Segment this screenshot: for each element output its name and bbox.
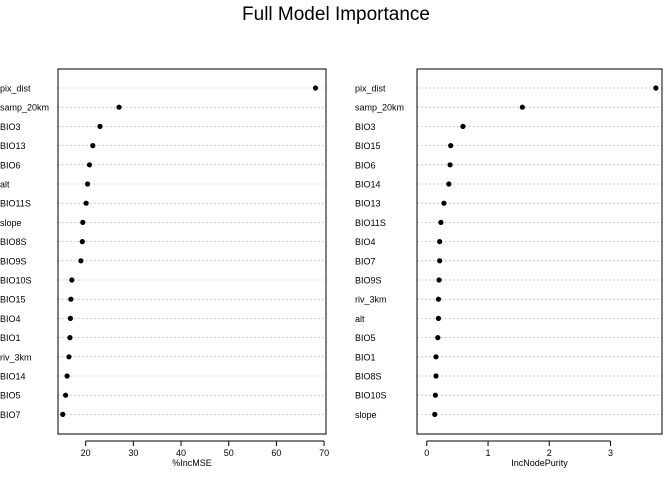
category-label: slope (355, 410, 377, 420)
category-label: BIO7 (0, 410, 21, 420)
data-point (519, 104, 525, 110)
category-label: BIO11S (0, 199, 31, 209)
x-axis-label: IncNodePurity (511, 458, 568, 468)
data-point (433, 354, 439, 360)
x-tick-label: 30 (128, 448, 138, 458)
category-label: BIO3 (355, 122, 376, 132)
category-label: BIO9S (355, 276, 382, 286)
data-point (67, 315, 73, 321)
x-tick-label: 60 (271, 448, 281, 458)
category-label: BIO15 (355, 141, 381, 151)
category-label: BIO6 (355, 160, 376, 170)
category-label: pix_dist (355, 84, 386, 94)
category-label: BIO14 (355, 180, 381, 190)
data-point (437, 239, 443, 245)
data-point (447, 162, 453, 168)
data-point (433, 373, 439, 379)
data-point (438, 219, 444, 225)
data-point (69, 277, 75, 283)
category-label: samp_20km (355, 103, 404, 113)
data-point (437, 258, 443, 264)
category-label: BIO4 (355, 237, 376, 247)
category-label: BIO6 (0, 160, 21, 170)
data-point (116, 104, 122, 110)
category-label: BIO8S (0, 237, 27, 247)
plot-frame (416, 68, 663, 435)
x-tick-label: 50 (224, 448, 234, 458)
category-label: BIO13 (0, 141, 26, 151)
category-label: BIO4 (0, 314, 21, 324)
category-label: riv_3km (0, 352, 32, 362)
data-point (84, 181, 91, 187)
data-point (79, 239, 85, 245)
data-point (83, 200, 89, 206)
category-label: BIO10S (355, 391, 387, 401)
plot-frame (57, 68, 327, 435)
category-label: samp_20km (0, 103, 49, 113)
x-tick-label: 1 (486, 448, 491, 458)
data-point (441, 200, 447, 206)
category-label: BIO7 (355, 256, 376, 266)
data-point (312, 85, 319, 91)
category-label: alt (0, 180, 10, 190)
category-label: BIO1 (355, 352, 376, 362)
category-label: BIO3 (0, 122, 21, 132)
x-tick-label: 70 (319, 448, 329, 458)
x-tick-label: 0 (424, 448, 429, 458)
category-label: pix_dist (0, 84, 31, 94)
data-point (80, 219, 86, 225)
panel-incnodepurity: pix_distsamp_20kmBIO3BIO15BIO6BIO14BIO13… (355, 68, 663, 468)
category-label: BIO11S (355, 218, 386, 228)
x-tick-label: 40 (176, 448, 186, 458)
x-tick-label: 20 (81, 448, 91, 458)
x-axis-label: %IncMSE (172, 458, 212, 468)
data-point (446, 181, 452, 187)
data-point (432, 411, 438, 417)
category-label: slope (0, 218, 22, 228)
data-point (448, 143, 454, 149)
data-point (436, 277, 442, 283)
category-label: BIO13 (355, 199, 381, 209)
data-point (86, 162, 93, 168)
data-point (66, 354, 72, 360)
category-label: BIO1 (0, 333, 21, 343)
panel-incmse: pix_dist samp_20km BIO3 BIO13 BIO6 alt BIO11S s… (0, 68, 329, 468)
data-point (97, 123, 103, 129)
category-label: alt (355, 314, 365, 324)
category-label: BIO15 (0, 295, 26, 305)
data-point (460, 123, 466, 129)
data-point (90, 143, 96, 149)
data-point (653, 85, 659, 91)
category-label: BIO9S (0, 256, 27, 266)
category-label: BIO10S (0, 276, 32, 286)
data-point (435, 296, 442, 302)
data-point (63, 392, 69, 398)
category-label: riv_3km (355, 295, 387, 305)
data-point (67, 335, 73, 341)
chart-title: Full Model Importance (242, 4, 430, 25)
category-label: BIO14 (0, 372, 26, 382)
category-label: BIO5 (0, 391, 21, 401)
x-tick-label: 3 (608, 448, 613, 458)
data-point (60, 411, 66, 417)
data-point (78, 258, 84, 264)
category-label: BIO8S (355, 372, 382, 382)
data-point (64, 373, 70, 379)
data-point (435, 335, 441, 341)
x-tick-label: 2 (547, 448, 552, 458)
data-point (68, 296, 74, 302)
data-point (435, 315, 442, 321)
data-point (432, 392, 438, 398)
category-label: BIO5 (355, 333, 376, 343)
